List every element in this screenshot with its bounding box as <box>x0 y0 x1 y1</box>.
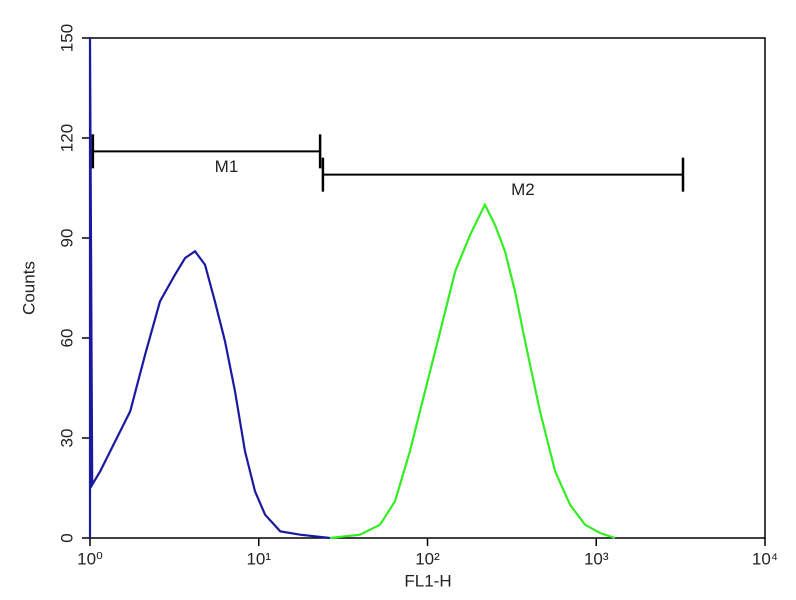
y-tick-label: 120 <box>57 124 76 152</box>
y-tick-label: 150 <box>57 24 76 52</box>
x-tick-label: 10¹ <box>246 549 271 568</box>
y-tick-label: 90 <box>57 229 76 248</box>
y-tick-label: 30 <box>57 429 76 448</box>
y-tick-label: 0 <box>57 533 76 542</box>
plot-frame <box>89 37 766 539</box>
histogram-line <box>329 202 616 540</box>
x-axis-label: FL1-H <box>404 571 451 590</box>
histogram-line <box>88 37 331 540</box>
y-axis-label: Counts <box>19 261 38 315</box>
x-tick-label: 10³ <box>584 549 609 568</box>
x-tick-label: 10² <box>415 549 440 568</box>
x-tick-label: 10⁰ <box>77 549 103 568</box>
x-tick-label: 10⁴ <box>752 549 778 568</box>
y-tick-label: 60 <box>57 329 76 348</box>
gate-label: M1 <box>215 157 239 176</box>
gate-label: M2 <box>511 180 535 199</box>
